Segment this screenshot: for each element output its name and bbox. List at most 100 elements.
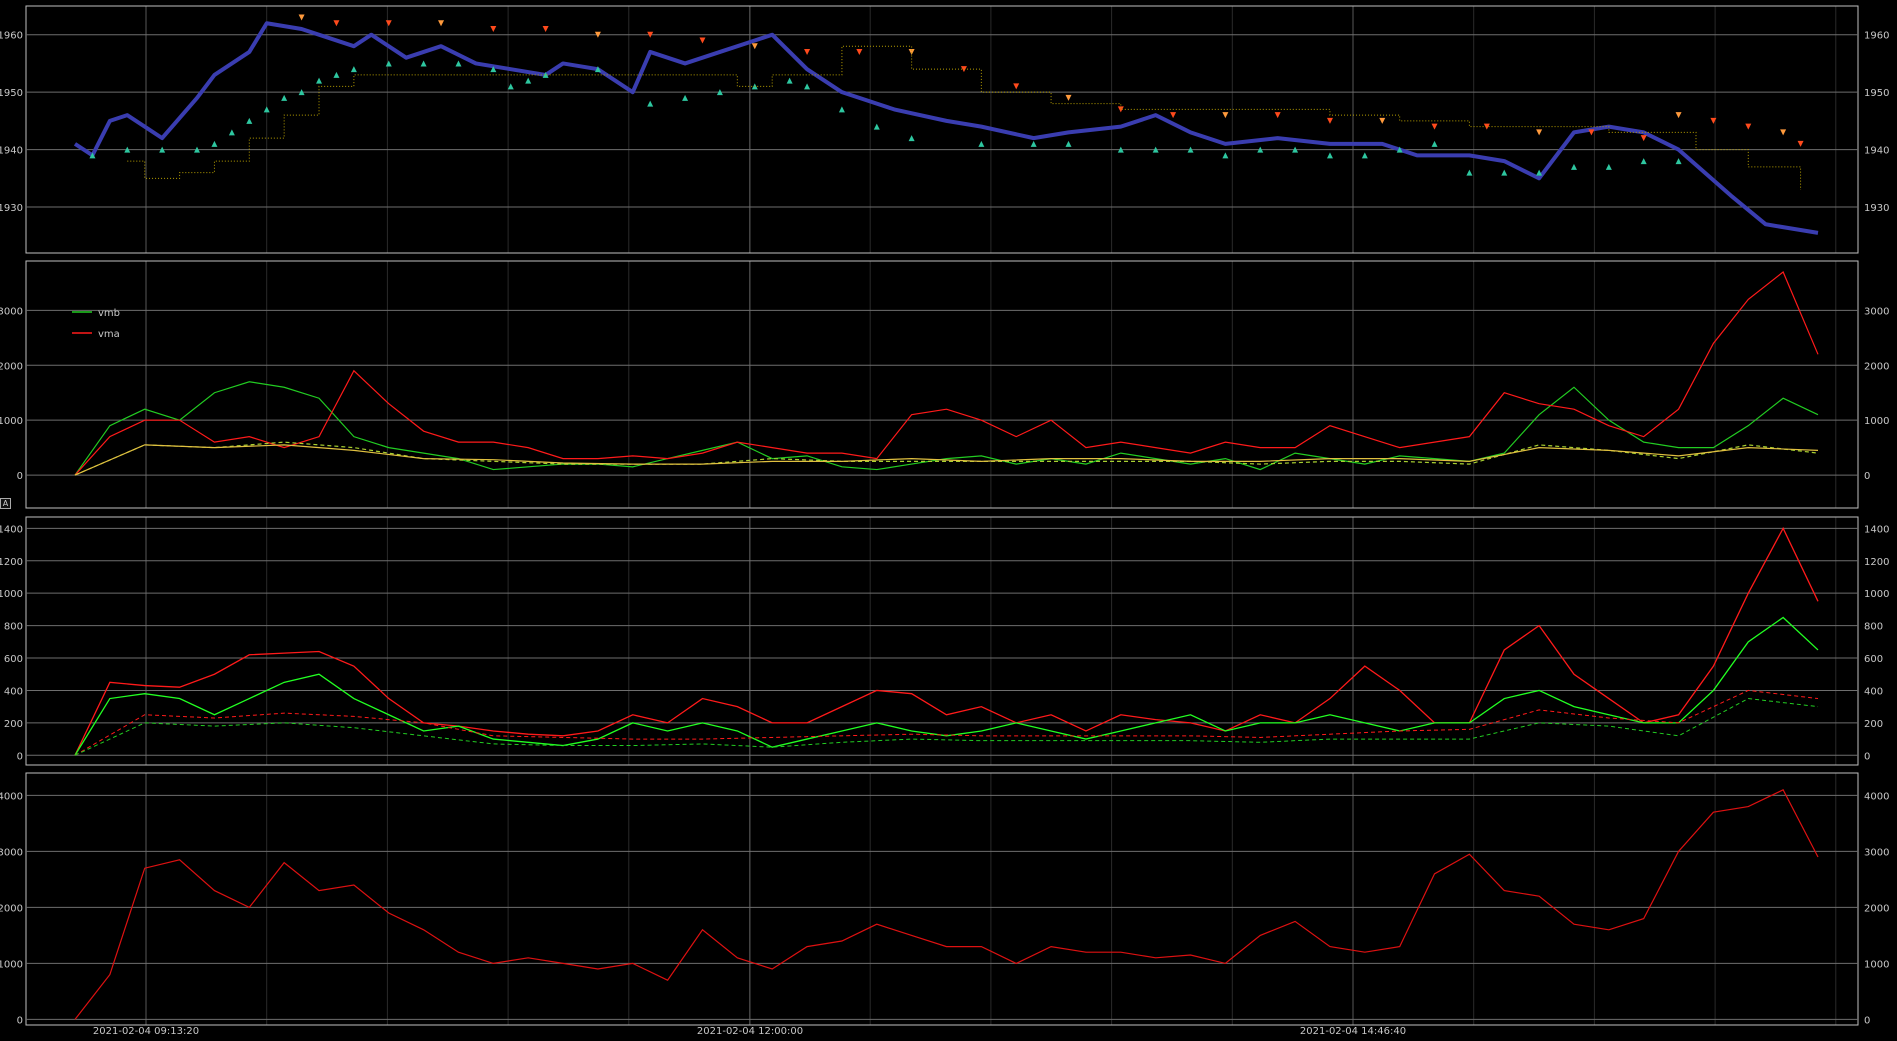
y-tick-label-right: 0 [1864, 471, 1870, 482]
sell-marker [1274, 112, 1281, 119]
sell-marker [1710, 117, 1717, 124]
series-line-vmb [74, 381, 1819, 476]
y-tick-label-right: 1000 [1864, 589, 1889, 600]
sell-marker [298, 14, 305, 21]
y-tick-label-left: 3000 [0, 306, 23, 317]
y-tick-label-right: 1960 [1864, 31, 1889, 42]
sell-marker [699, 37, 706, 44]
legend-label-vmb: vmb [98, 308, 120, 319]
y-tick-label-right: 1930 [1864, 203, 1889, 214]
sell-marker [594, 31, 601, 38]
sell-marker [1536, 129, 1543, 136]
buy-marker [1396, 146, 1403, 153]
buy-marker [124, 146, 131, 153]
sell-marker [1780, 129, 1787, 136]
buy-marker [1536, 169, 1543, 176]
series-line-slow-sell [74, 689, 1819, 756]
buy-marker [1361, 152, 1368, 159]
series-line-vma-slow [74, 444, 1819, 476]
y-tick-label-right: 1200 [1864, 557, 1889, 568]
y-tick-label-left: 800 [4, 622, 23, 633]
x-tick-label: 2021-02-04 14:46:40 [1300, 1026, 1406, 1037]
buy-marker [716, 89, 723, 96]
sell-marker [438, 20, 445, 27]
sell-marker [542, 25, 549, 32]
y-tick-label-right: 0 [1864, 751, 1870, 762]
panel-frame [25, 260, 1859, 509]
y-tick-label-left: 1000 [0, 416, 23, 427]
sell-marker [1588, 129, 1595, 136]
buy-marker [1257, 146, 1264, 153]
buy-marker [1187, 146, 1194, 153]
buy-marker [246, 117, 253, 124]
y-tick-label-right: 1950 [1864, 88, 1889, 99]
sell-marker [908, 48, 915, 55]
autoscale-reset-button[interactable]: A [0, 498, 11, 509]
sell-marker [1745, 123, 1752, 130]
buy-marker [1152, 146, 1159, 153]
y-tick-label-left: 1930 [0, 203, 23, 214]
y-tick-label-left: 1400 [0, 524, 23, 535]
y-tick-label-left: 4000 [0, 791, 23, 802]
sell-marker [333, 20, 340, 27]
y-tick-label-right: 800 [1864, 622, 1883, 633]
buy-marker [1675, 158, 1682, 165]
sell-marker [1797, 140, 1804, 147]
buy-marker [1222, 152, 1229, 159]
sell-marker [1013, 83, 1020, 90]
buy-marker [978, 140, 985, 147]
y-tick-label-right: 600 [1864, 654, 1883, 665]
buy-marker [1326, 152, 1333, 159]
y-tick-label-right: 4000 [1864, 791, 1889, 802]
y-tick-label-left: 2000 [0, 903, 23, 914]
buy-marker [838, 106, 845, 113]
panel-frame [25, 516, 1859, 766]
y-tick-label-right: 3000 [1864, 847, 1889, 858]
buy-marker [873, 123, 880, 130]
buy-marker [490, 66, 497, 73]
buy-marker [525, 77, 532, 84]
buy-marker [804, 83, 811, 90]
buy-marker [333, 71, 340, 78]
sell-marker [1222, 112, 1229, 119]
y-tick-label-left: 1000 [0, 589, 23, 600]
buy-marker [908, 135, 915, 142]
y-tick-label-left: 1940 [0, 146, 23, 157]
buy-marker [263, 106, 270, 113]
buy-marker [420, 60, 427, 67]
buy-marker [89, 152, 96, 159]
y-tick-label-right: 1400 [1864, 524, 1889, 535]
buy-marker [211, 140, 218, 147]
sell-marker [1483, 123, 1490, 130]
sell-marker [1117, 106, 1124, 113]
y-tick-label-right: 1940 [1864, 146, 1889, 157]
y-tick-label-left: 3000 [0, 847, 23, 858]
buy-marker [298, 89, 305, 96]
buy-marker [1065, 140, 1072, 147]
sell-marker [1431, 123, 1438, 130]
y-tick-label-left: 1950 [0, 88, 23, 99]
buy-marker [594, 66, 601, 73]
buy-marker [682, 94, 689, 101]
y-tick-label-left: 1200 [0, 557, 23, 568]
buy-marker [786, 77, 793, 84]
panel-frame [25, 5, 1859, 254]
x-tick-label: 2021-02-04 09:13:20 [93, 1026, 199, 1037]
y-tick-label-right: 2000 [1864, 361, 1889, 372]
sell-marker [1675, 112, 1682, 119]
y-tick-label-left: 400 [4, 686, 23, 697]
buy-marker [1292, 146, 1299, 153]
buy-marker [1570, 163, 1577, 170]
sell-marker [1640, 135, 1647, 142]
buy-marker [1640, 158, 1647, 165]
y-tick-label-right: 0 [1864, 1015, 1870, 1026]
total-volume-line [74, 789, 1819, 1020]
y-tick-label-left: 1960 [0, 31, 23, 42]
series-line-slow-buy [74, 698, 1819, 756]
y-tick-label-right: 200 [1864, 719, 1883, 730]
buy-marker [1605, 163, 1612, 170]
series-line-fast-buy [74, 616, 1819, 756]
buy-marker [542, 71, 549, 78]
